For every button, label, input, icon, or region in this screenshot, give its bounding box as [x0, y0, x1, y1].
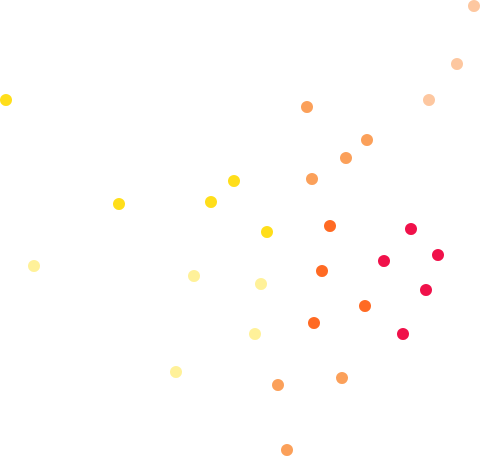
- data-point-s2-4: [249, 328, 261, 340]
- series-3: [272, 101, 373, 456]
- data-point-s5-4: [308, 317, 320, 329]
- data-point-s6-1: [405, 223, 417, 235]
- data-point-s1-3: [205, 196, 217, 208]
- data-point-s2-2: [188, 270, 200, 282]
- data-point-s3-6: [336, 372, 348, 384]
- data-point-s6-2: [432, 249, 444, 261]
- data-point-s1-4: [228, 175, 240, 187]
- data-point-s5-1: [324, 220, 336, 232]
- data-point-s2-5: [170, 366, 182, 378]
- series-5: [308, 220, 371, 329]
- data-point-s2-3: [255, 278, 267, 290]
- series-2: [28, 260, 267, 378]
- series-6: [378, 223, 444, 340]
- data-point-s5-3: [359, 300, 371, 312]
- data-point-s4-2: [451, 58, 463, 70]
- data-point-s1-1: [0, 94, 12, 106]
- data-point-s6-3: [378, 255, 390, 267]
- data-point-s2-1: [28, 260, 40, 272]
- data-point-s6-4: [420, 284, 432, 296]
- series-1: [0, 94, 273, 238]
- data-point-s5-2: [316, 265, 328, 277]
- data-point-s1-2: [113, 198, 125, 210]
- data-point-s3-1: [301, 101, 313, 113]
- data-point-s3-7: [281, 444, 293, 456]
- data-point-s1-5: [261, 226, 273, 238]
- data-point-s3-2: [361, 134, 373, 146]
- data-point-s4-3: [423, 94, 435, 106]
- series-4: [423, 0, 480, 106]
- data-point-s3-3: [340, 152, 352, 164]
- data-point-s3-4: [306, 173, 318, 185]
- data-point-s4-1: [468, 0, 480, 12]
- data-point-s6-5: [397, 328, 409, 340]
- data-point-s3-5: [272, 379, 284, 391]
